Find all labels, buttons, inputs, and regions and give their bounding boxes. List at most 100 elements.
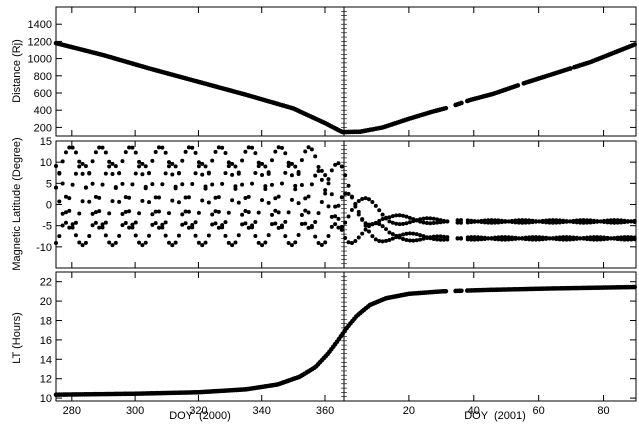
panel-2-data-point <box>223 220 228 225</box>
panel-2-data-point <box>60 159 65 164</box>
panel-2-data-point <box>120 181 125 186</box>
panel-2-data-point <box>210 182 215 187</box>
panel-2-data-point <box>153 209 158 214</box>
panel-2-data-point <box>176 171 181 176</box>
panel-2-data-point <box>370 221 375 226</box>
panel-3-ytick-label: 20 <box>40 296 52 308</box>
panel-2-data-point <box>435 234 440 239</box>
panel-2-data-point <box>147 171 152 176</box>
panel-2-data-point <box>578 218 583 223</box>
panel-2-data-point <box>458 218 463 223</box>
panel-2-data-point <box>629 235 634 240</box>
panel-2-data-point <box>90 159 95 164</box>
panel-2-data-point <box>472 219 477 224</box>
panel-2-data-point <box>615 235 620 240</box>
panel-2-ytick-label: -5 <box>42 221 52 233</box>
panel-2-data-point <box>336 161 341 166</box>
panel-2-data-point <box>349 241 354 246</box>
panel-2-data-point <box>299 183 304 188</box>
panel-2-data-point <box>140 243 145 248</box>
panel-2-data-point <box>493 235 498 240</box>
panel-2-data-point <box>414 238 419 243</box>
panel-2-data-point <box>629 219 634 224</box>
panel-2-data-point <box>236 233 241 238</box>
panel-2-data-point <box>70 222 75 227</box>
panel-2-data-point <box>210 212 215 217</box>
panel-2-data-point <box>243 209 248 214</box>
panel-2-data-point <box>213 209 218 214</box>
panel-2-data-point <box>253 234 258 239</box>
panel-2-data-point <box>343 235 348 240</box>
panel-2-data-point <box>166 211 171 216</box>
panel-2-data-point <box>263 184 268 189</box>
panel-2-data-point <box>595 219 600 224</box>
panel-2-data-point <box>60 181 65 186</box>
panel-2-data-point <box>130 182 135 187</box>
panel-2-data-point <box>537 219 542 224</box>
x-axis-label-2000: DOY (2000) <box>169 410 231 422</box>
panel-2-data-point <box>200 198 205 203</box>
panel-2-data-point <box>200 243 205 248</box>
panel-2-data-point <box>339 164 344 169</box>
panel-2-data-point <box>67 145 72 150</box>
panel-2-data-point <box>455 236 460 241</box>
panel-2-data-point <box>397 213 402 218</box>
panel-2-data-point <box>289 161 294 166</box>
panel-2-data-point <box>200 161 205 166</box>
panel-2-data-point <box>110 172 115 177</box>
panel-2-data-point <box>431 234 436 239</box>
panel-3-ytick-label: 14 <box>40 354 52 366</box>
panel-2-data-point <box>97 145 102 150</box>
panel-2-data-point <box>313 219 318 224</box>
panel-2-data-point <box>336 225 341 230</box>
panel-2-data-point <box>193 233 198 238</box>
panel-2-data-point <box>170 198 175 203</box>
panel-2-data-point <box>431 221 436 226</box>
panel-2-data-point <box>550 236 555 241</box>
panel-2-data-point <box>475 237 480 242</box>
panel-2-data-point <box>557 220 562 225</box>
panel-2-data-point <box>370 199 375 204</box>
panel-2-data-point <box>404 214 409 219</box>
x-tick-label-2001: 40 <box>468 405 480 417</box>
panel-2-data-point <box>80 243 85 248</box>
panel-2-data-point <box>533 219 538 224</box>
panel-2-data-point <box>243 221 248 226</box>
panel-2-data-point <box>63 150 68 155</box>
panel-2-data-point <box>366 224 371 229</box>
panel-2-data-point <box>289 173 294 178</box>
panel-2-data-point <box>80 161 85 166</box>
panel-2-data-point <box>87 171 92 176</box>
panel-2-data-point <box>598 237 603 242</box>
panel-1-data-point <box>632 42 638 47</box>
panel-2-data-point <box>70 145 75 150</box>
x-tick-label-2000: 320 <box>189 405 207 417</box>
x-tick-label-2001: 20 <box>403 405 415 417</box>
panel-2-data-point <box>431 216 436 221</box>
panel-2-data-point <box>73 220 78 225</box>
panel-2-data-point <box>333 162 338 167</box>
panel-2-data-point <box>93 210 98 215</box>
panel-2-data-point <box>213 195 218 200</box>
panel-1-ytick-label: 800 <box>34 71 52 83</box>
panel-2-data-point <box>397 235 402 240</box>
panel-2-data-point <box>226 240 231 245</box>
panel-2-data-point <box>123 209 128 214</box>
panel-2-data-point <box>100 222 105 227</box>
panel-2-data-point <box>216 209 221 214</box>
panel-2-data-point <box>163 220 168 225</box>
panel-2-data-point <box>313 173 318 178</box>
panel-2-data-point <box>316 168 321 173</box>
panel-2-data-point <box>605 220 610 225</box>
panel-2-data-point <box>404 231 409 236</box>
panel-2-data-point <box>625 219 630 224</box>
panel-2-ylabel: Magnetic Latitude (Degree) <box>11 137 23 270</box>
panel-2-data-point <box>516 218 521 223</box>
panel-3-ytick-label: 18 <box>40 315 52 327</box>
panel-2-data-point <box>260 173 265 178</box>
panel-2-data-point <box>226 164 231 169</box>
panel-2-data-point <box>458 236 463 241</box>
panel-2-data-point <box>296 171 301 176</box>
panel-2-data-point <box>173 164 178 169</box>
